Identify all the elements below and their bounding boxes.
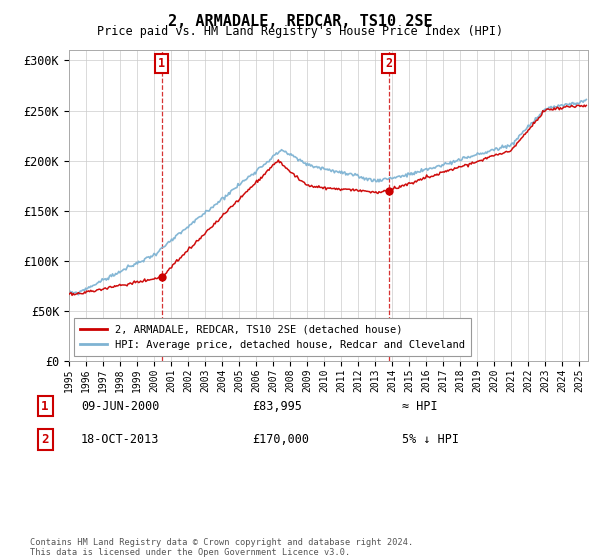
Text: 5% ↓ HPI: 5% ↓ HPI	[402, 433, 459, 446]
Text: 1: 1	[41, 399, 49, 413]
Text: 09-JUN-2000: 09-JUN-2000	[81, 399, 160, 413]
Text: ≈ HPI: ≈ HPI	[402, 399, 437, 413]
Legend: 2, ARMADALE, REDCAR, TS10 2SE (detached house), HPI: Average price, detached hou: 2, ARMADALE, REDCAR, TS10 2SE (detached …	[74, 318, 471, 356]
Text: 18-OCT-2013: 18-OCT-2013	[81, 433, 160, 446]
Text: 1: 1	[158, 57, 165, 70]
Text: Contains HM Land Registry data © Crown copyright and database right 2024.
This d: Contains HM Land Registry data © Crown c…	[30, 538, 413, 557]
Text: 2: 2	[41, 433, 49, 446]
Text: 2: 2	[385, 57, 392, 70]
Text: 2, ARMADALE, REDCAR, TS10 2SE: 2, ARMADALE, REDCAR, TS10 2SE	[167, 14, 433, 29]
Text: Price paid vs. HM Land Registry's House Price Index (HPI): Price paid vs. HM Land Registry's House …	[97, 25, 503, 38]
Text: £170,000: £170,000	[252, 433, 309, 446]
Text: £83,995: £83,995	[252, 399, 302, 413]
